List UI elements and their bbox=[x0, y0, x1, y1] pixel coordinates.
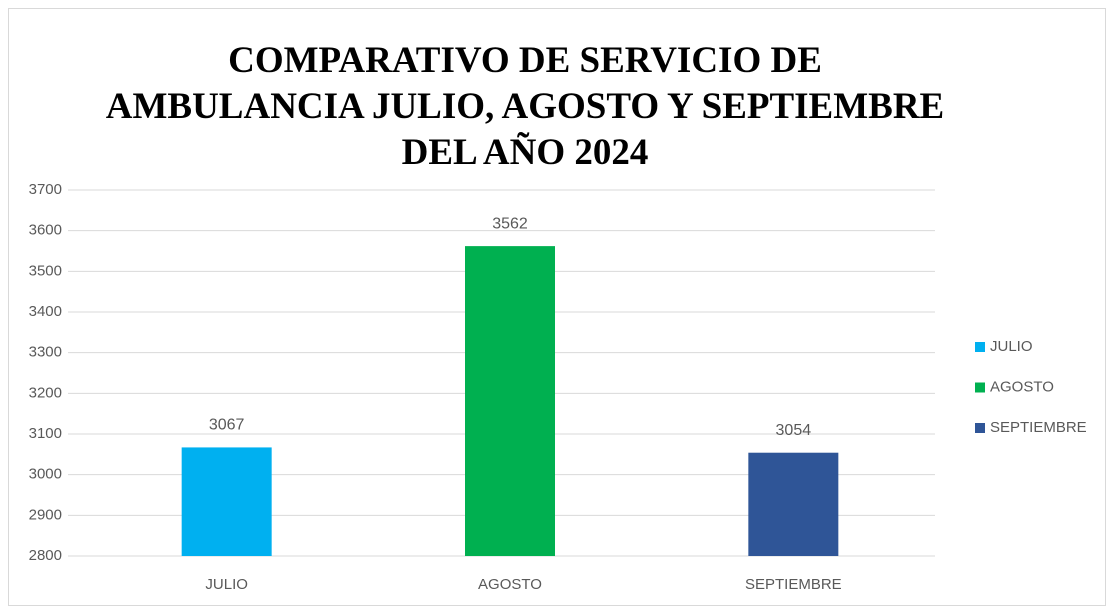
chart-title: COMPARATIVO DE SERVICIO DE AMBULANCIA JU… bbox=[105, 40, 945, 173]
y-tick-label: 3500 bbox=[29, 262, 62, 279]
y-tick-label: 3600 bbox=[29, 222, 62, 239]
y-tick-label: 2800 bbox=[29, 547, 62, 564]
value-label: 3067 bbox=[209, 417, 245, 434]
y-tick-label: 3000 bbox=[29, 466, 62, 483]
y-tick-label: 3300 bbox=[29, 344, 62, 361]
y-tick-label: 3200 bbox=[29, 384, 62, 401]
x-tick-label: AGOSTO bbox=[478, 576, 542, 593]
y-tick-label: 2900 bbox=[29, 506, 62, 523]
bar bbox=[465, 246, 555, 556]
bar bbox=[181, 447, 272, 556]
legend-label: AGOSTO bbox=[990, 378, 1054, 395]
value-label: 3562 bbox=[492, 215, 528, 232]
x-tick-label: JULIO bbox=[205, 576, 248, 593]
legend-label: JULIO bbox=[990, 338, 1033, 355]
legend-swatch bbox=[975, 382, 985, 393]
y-tick-label: 3400 bbox=[29, 303, 62, 320]
bar bbox=[748, 452, 839, 556]
value-label: 3054 bbox=[776, 422, 812, 439]
y-tick-label: 3700 bbox=[29, 181, 62, 198]
legend-swatch bbox=[975, 423, 985, 433]
x-tick-label: SEPTIEMBRE bbox=[745, 576, 842, 593]
y-tick-label: 3100 bbox=[29, 425, 62, 442]
legend-swatch bbox=[975, 342, 985, 352]
legend-label: SEPTIEMBRE bbox=[990, 419, 1087, 436]
